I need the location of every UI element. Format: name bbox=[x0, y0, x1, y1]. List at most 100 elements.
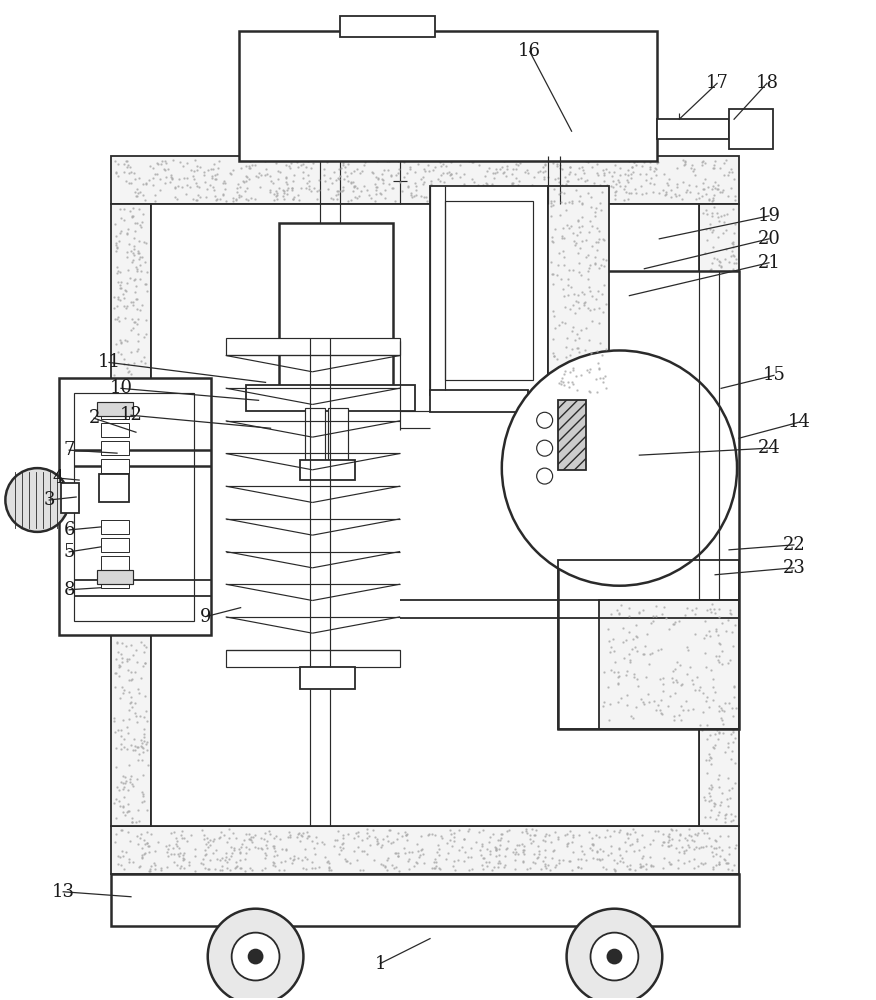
Point bbox=[682, 853, 696, 869]
Point bbox=[721, 798, 735, 814]
Point bbox=[655, 834, 669, 850]
Point bbox=[727, 517, 741, 533]
Point bbox=[137, 413, 151, 429]
Point bbox=[465, 154, 479, 170]
Point bbox=[555, 314, 569, 330]
Point bbox=[587, 175, 601, 191]
Point bbox=[673, 613, 687, 629]
Point bbox=[258, 153, 272, 169]
Point bbox=[606, 179, 620, 195]
Point bbox=[116, 550, 130, 566]
Point bbox=[538, 856, 552, 872]
Point bbox=[129, 598, 143, 614]
Point bbox=[137, 596, 151, 612]
Point bbox=[237, 851, 251, 867]
Point bbox=[392, 848, 406, 864]
Point bbox=[520, 165, 534, 181]
Point bbox=[300, 824, 314, 840]
Point bbox=[111, 644, 125, 660]
Point bbox=[668, 822, 682, 838]
Point bbox=[631, 671, 645, 687]
Point bbox=[128, 705, 142, 721]
Point bbox=[138, 526, 152, 542]
Point bbox=[616, 620, 630, 636]
Point bbox=[712, 856, 726, 872]
Point bbox=[547, 308, 561, 324]
Point bbox=[666, 616, 680, 632]
Point bbox=[193, 159, 207, 175]
Point bbox=[713, 600, 727, 616]
Point bbox=[590, 242, 604, 258]
Point bbox=[575, 233, 589, 249]
Point bbox=[699, 266, 713, 282]
Point bbox=[448, 833, 462, 849]
Point bbox=[636, 858, 650, 874]
Point bbox=[126, 294, 140, 310]
Point bbox=[540, 857, 555, 873]
Point bbox=[137, 733, 151, 749]
Point bbox=[638, 638, 652, 654]
Point bbox=[688, 826, 702, 842]
Point bbox=[109, 402, 123, 418]
Point bbox=[602, 712, 616, 728]
Point bbox=[208, 167, 222, 183]
Point bbox=[575, 851, 589, 867]
Point bbox=[707, 281, 721, 297]
Point bbox=[403, 159, 417, 175]
Text: 14: 14 bbox=[788, 413, 810, 431]
Point bbox=[130, 343, 144, 359]
Point bbox=[157, 161, 171, 177]
Point bbox=[716, 184, 730, 200]
Point bbox=[211, 153, 225, 169]
Point bbox=[722, 839, 736, 855]
Point bbox=[138, 349, 152, 365]
Point bbox=[140, 742, 154, 758]
Point bbox=[628, 181, 642, 197]
Point bbox=[444, 186, 458, 202]
Point bbox=[117, 351, 131, 367]
Point bbox=[668, 614, 682, 630]
Point bbox=[138, 355, 152, 371]
Point bbox=[220, 860, 234, 876]
Point bbox=[722, 846, 736, 862]
Point bbox=[705, 844, 719, 860]
Point bbox=[708, 610, 722, 626]
Point bbox=[134, 826, 148, 842]
Point bbox=[712, 588, 726, 604]
Point bbox=[111, 392, 125, 408]
Point bbox=[298, 849, 312, 865]
Point bbox=[500, 823, 514, 839]
Point bbox=[649, 608, 663, 624]
Point bbox=[703, 788, 717, 804]
Point bbox=[130, 291, 144, 307]
Point bbox=[110, 489, 124, 505]
Point bbox=[703, 809, 717, 825]
Point bbox=[131, 245, 145, 261]
Point bbox=[318, 849, 332, 865]
Point bbox=[723, 567, 737, 583]
Point bbox=[591, 829, 605, 845]
Point bbox=[527, 846, 541, 862]
Point bbox=[125, 814, 139, 830]
Point bbox=[138, 845, 152, 861]
Point bbox=[124, 814, 138, 830]
Point bbox=[582, 364, 596, 380]
Point bbox=[678, 153, 692, 169]
Point bbox=[726, 694, 740, 710]
Point bbox=[121, 725, 135, 741]
Point bbox=[590, 220, 604, 236]
Point bbox=[571, 182, 585, 198]
Point bbox=[111, 344, 125, 360]
Point bbox=[431, 171, 445, 187]
Point bbox=[229, 860, 243, 876]
Point bbox=[727, 248, 741, 264]
Point bbox=[646, 832, 660, 848]
Point bbox=[727, 559, 741, 575]
Point bbox=[701, 599, 715, 615]
Point bbox=[685, 832, 699, 848]
Point bbox=[689, 178, 703, 194]
Point bbox=[325, 175, 339, 191]
Point bbox=[127, 445, 141, 461]
Point bbox=[116, 650, 130, 666]
Point bbox=[191, 187, 205, 203]
